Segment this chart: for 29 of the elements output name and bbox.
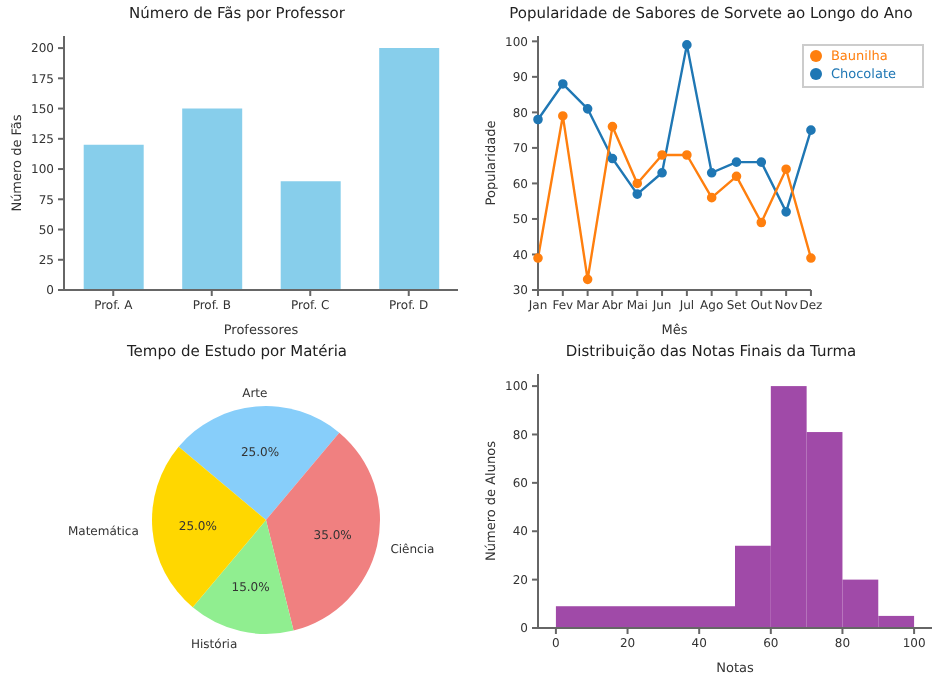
point [756, 217, 767, 228]
point [682, 150, 692, 160]
point [657, 150, 667, 160]
point [781, 164, 791, 175]
point [607, 121, 618, 132]
point [533, 114, 543, 125]
point [657, 167, 667, 178]
point [731, 171, 742, 182]
point [806, 125, 816, 135]
point [533, 253, 543, 263]
point [607, 153, 618, 164]
point [582, 104, 593, 114]
pie-slice [178, 406, 340, 520]
point [806, 253, 816, 263]
point [632, 189, 643, 199]
point [731, 157, 742, 167]
bar [379, 48, 440, 290]
point [756, 157, 767, 167]
bar [182, 108, 243, 290]
point [682, 40, 692, 50]
point [632, 178, 643, 189]
point [558, 79, 568, 89]
point [781, 207, 791, 217]
point [706, 167, 717, 178]
point [558, 111, 568, 121]
bar [83, 144, 144, 290]
point [582, 274, 593, 285]
bar [280, 181, 341, 290]
point [706, 192, 717, 203]
